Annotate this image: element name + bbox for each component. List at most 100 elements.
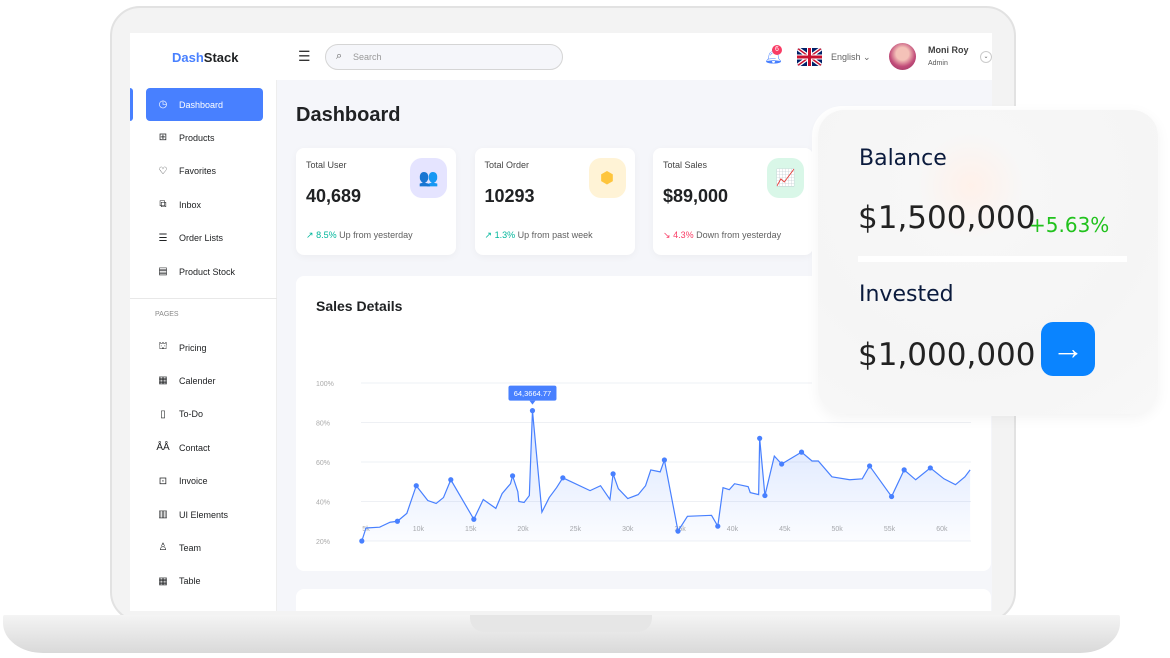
sidebar-item-team[interactable]: ♙ Team [146,531,263,564]
sidebar-item-dashboard[interactable]: ◷ Dashboard [146,88,263,121]
chart-title: Sales Details [316,298,403,314]
top-header: DashStack ☰ ⌕ Search 🔔︎ 6 English ⌄ Moni … [130,33,992,80]
series-line [361,410,971,542]
data-point[interactable] [560,475,566,481]
sidebar-item-pricing[interactable]: ⛫ Pricing [146,331,263,364]
invested-value: $1,000,000 [858,337,1036,373]
data-point[interactable] [471,516,477,522]
data-point[interactable] [762,492,768,499]
balance-divider [858,256,1127,262]
data-point[interactable] [757,435,763,441]
tooltip-pointer [529,400,536,405]
tooltip [508,385,557,401]
sales-chart: 20%40%60%80%100%5k10k15k20k25k30k35k40k4… [316,381,971,546]
clipboard-icon: ▯ [160,408,166,420]
balance-card [818,110,1158,414]
search-input[interactable]: ⌕ Search [325,44,563,70]
grid-icon: ⊞ [158,132,168,144]
balance-change: +5.63% [1029,213,1110,237]
sidebar-item-to-do[interactable]: ▯ To-Do [146,398,263,431]
profile-chevron-icon[interactable]: ⌄ [980,51,992,63]
sidebar-item-invoice[interactable]: ⊡ Invoice [146,465,263,498]
stock-icon: ▤ [158,266,168,277]
contacts-icon: ÅÅ [156,442,170,454]
bar-chart-icon: ▥ [158,509,168,520]
sidebar-item-calender[interactable]: ▦ Calender [146,364,263,397]
next-card [296,589,991,611]
search-icon: ⌕ [336,50,343,62]
trend-text: ↘ 4.3% Down from yesterday [663,230,782,240]
stat-card: Total User 40,689 👥 ↗ 8.5% Up from yeste… [296,148,456,255]
data-point[interactable] [715,523,721,529]
inbox-icon: ⧉ [159,199,167,211]
y-tick-label: 80% [316,421,330,428]
sidebar: ◷ Dashboard ⊞ Products ♡ Favorites ⧉ Inbox ☰ Orde… [130,80,277,611]
uk-flag-icon[interactable] [797,48,822,66]
arrow-right-icon: → [1052,330,1084,366]
gauge-icon: ◷ [158,99,168,110]
stat-card: Total Sales $89,000 📈 ↘ 4.3% Down from y… [653,148,813,255]
tooltip-text: 64,3664.77 [514,389,552,398]
data-point[interactable] [394,518,401,524]
user-icon: ♙ [158,542,168,554]
calendar-icon: ▦ [158,375,168,387]
stat-card: Total Order 10293 ⬢ ↗ 1.3% Up from past … [474,148,635,255]
y-tick-label: 60% [316,460,330,467]
data-point[interactable] [867,463,873,469]
data-point[interactable] [675,528,681,534]
data-point[interactable] [448,477,454,483]
data-point[interactable] [413,483,419,489]
sidebar-item-product-stock[interactable]: ▤ Product Stock [146,255,263,288]
notification-badge: 6 [772,45,782,55]
arrow-right-button[interactable]: → [1041,322,1095,376]
data-point[interactable] [661,457,667,463]
y-tick-label: 20% [316,539,330,546]
box-icon: ⬢ [588,158,626,198]
y-tick-label: 100% [316,381,334,388]
data-point[interactable] [798,449,805,455]
data-point[interactable] [901,467,907,473]
invested-label: Invested [859,282,954,307]
sidebar-item-favorites[interactable]: ♡ Favorites [146,155,263,188]
avatar[interactable] [889,43,916,70]
balance-value: $1,500,000 [858,200,1036,236]
sidebar-item-table[interactable]: ▦ Table [146,565,263,598]
sidebar-item-contact[interactable]: ÅÅ Contact [156,442,211,454]
trend-text: ↗ 8.5% Up from yesterday [306,230,413,240]
data-point[interactable] [509,473,516,479]
data-point[interactable] [779,461,785,467]
heart-icon: ♡ [158,165,168,177]
data-point[interactable] [888,493,895,500]
laptop-notch [470,615,652,632]
trend-down-icon: ↘ [663,230,671,240]
user-name: Moni Roy [928,45,969,55]
user-role: Admin [928,60,948,67]
page-title: Dashboard [296,104,401,126]
invoice-icon: ⊡ [158,475,168,487]
trend-up-icon: ↗ [484,230,493,240]
hamburger-menu-icon[interactable]: ☰ [298,48,311,64]
chevron-down-icon: ⌄ [863,52,871,62]
balance-label: Balance [859,146,947,171]
list-icon: ☰ [158,232,168,244]
table-icon: ▦ [158,575,168,587]
sidebar-item-products[interactable]: ⊞ Products [146,121,263,154]
active-indicator [130,88,133,121]
data-point[interactable] [610,471,616,477]
data-point[interactable] [529,408,536,414]
sidebar-divider [130,298,277,299]
sidebar-item-ui-elements[interactable]: ▥ UI Elements [146,498,263,531]
gift-icon: ⛫ [158,341,168,352]
logo[interactable]: DashStack [172,50,239,65]
sidebar-item-order-lists[interactable]: ☰ Order Lists [146,222,263,255]
data-point[interactable] [359,538,365,544]
y-tick-label: 40% [316,500,330,507]
data-point[interactable] [927,465,933,471]
language-select[interactable]: English ⌄ [831,52,871,62]
sidebar-item-inbox[interactable]: ⧉ Inbox [146,188,263,221]
trend-up-icon: ↗ [306,230,314,240]
users-icon: 👥 [410,158,447,198]
area-fill [361,410,971,541]
trend-text: ↗ 1.3% Up from past week [484,230,593,240]
section-label: PAGES [155,311,179,318]
